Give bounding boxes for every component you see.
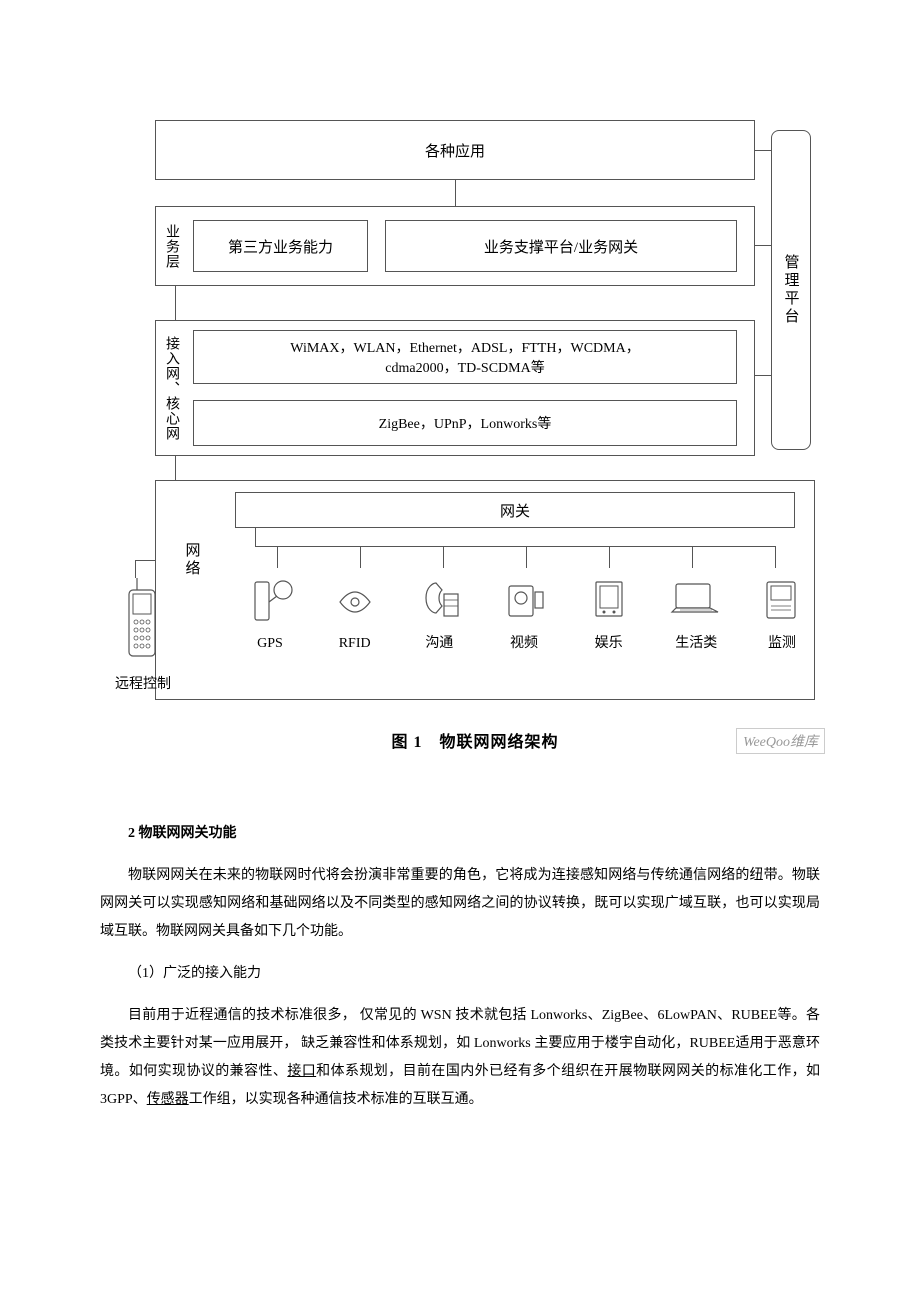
- connector: [255, 528, 256, 546]
- section-2-title: 2 物联网网关功能: [100, 820, 820, 848]
- connector: [755, 375, 771, 376]
- label-remote-control: 远程控制: [115, 673, 171, 693]
- figure-caption: 图 1 物联网网络架构: [391, 734, 558, 751]
- device-life: 生活类: [668, 568, 724, 652]
- device-video: 视频: [499, 568, 549, 652]
- block-service-platform: 业务支撑平台/业务网关: [385, 220, 737, 272]
- label-business-layer: 业务层: [161, 224, 181, 269]
- label-network: 网络: [175, 530, 209, 590]
- label-access-core: 接入网、核心网: [161, 336, 181, 441]
- connector: [692, 546, 693, 568]
- connector: [277, 546, 278, 568]
- device-gps: GPS: [245, 572, 295, 652]
- paragraph-2: 目前用于近程通信的技术标准很多， 仅常见的 WSN 技术就包括 Lonworks…: [100, 1002, 820, 1114]
- block-lan-tech: ZigBee，UPnP，Lonworks等: [193, 400, 737, 446]
- device-rfid: RFID: [330, 572, 380, 652]
- watermark: WeeQoo维库: [736, 728, 825, 754]
- block-management-platform: 管理平台: [771, 130, 811, 450]
- device-entertain: 娱乐: [584, 568, 634, 652]
- block-applications: 各种应用: [155, 120, 755, 180]
- connector: [443, 546, 444, 568]
- device-remote-control: 远程控制: [115, 576, 171, 693]
- connector: [175, 286, 176, 320]
- device-comm: 沟通: [414, 568, 464, 652]
- label-management: 管理平台: [781, 254, 802, 326]
- connector: [526, 546, 527, 568]
- link-sensor[interactable]: 传感器: [147, 1092, 189, 1107]
- connector: [360, 546, 361, 568]
- block-gateway: 网关: [235, 492, 795, 528]
- block-wan-tech: WiMAX，WLAN，Ethernet，ADSL，FTTH，WCDMA， cdm…: [193, 330, 737, 384]
- connector: [755, 245, 771, 246]
- paragraph-1: 物联网网关在未来的物联网时代将会扮演非常重要的角色，它将成为连接感知网络与传统通…: [100, 862, 820, 946]
- connector: [455, 180, 456, 206]
- figure-caption-row: 图 1 物联网网络架构 WeeQoo维库: [115, 728, 835, 752]
- connector: [755, 150, 771, 151]
- subsection-1-title: （1）广泛的接入能力: [100, 960, 820, 988]
- device-row: GPS RFID 沟通: [245, 568, 805, 652]
- link-interface[interactable]: 接口: [287, 1064, 316, 1079]
- connector: [255, 546, 775, 547]
- connector: [775, 546, 776, 568]
- device-monitor: 监测: [759, 568, 805, 652]
- connector: [135, 560, 155, 561]
- connector: [175, 456, 176, 480]
- block-third-party: 第三方业务能力: [193, 220, 368, 272]
- body-text: 2 物联网网关功能 物联网网关在未来的物联网时代将会扮演非常重要的角色，它将成为…: [100, 820, 820, 1114]
- connector: [609, 546, 610, 568]
- iot-architecture-diagram: 各种应用 管理平台 业务层 第三方业务能力 业务支撑平台/业务网关 接入网、核心…: [115, 120, 835, 760]
- connector: [135, 560, 136, 578]
